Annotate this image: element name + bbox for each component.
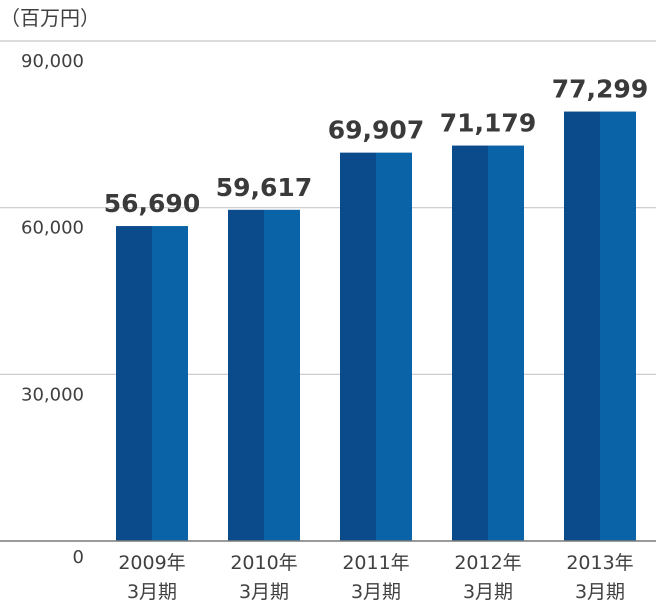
data-label: 69,907	[328, 116, 424, 145]
bar	[452, 145, 524, 542]
bar	[564, 111, 636, 542]
y-tick-label: 30,000	[21, 384, 84, 405]
bar-right-half	[264, 209, 300, 542]
bar-right-half	[600, 111, 636, 542]
bar-right-half	[488, 145, 524, 542]
y-tick-label: 60,000	[21, 218, 84, 239]
data-label: 77,299	[552, 75, 648, 104]
y-tick-label: 90,000	[21, 51, 84, 72]
data-label: 71,179	[440, 109, 536, 138]
y-tick-label: 0	[73, 547, 84, 568]
x-tick-label: 2011年	[342, 552, 409, 574]
bar-left-half	[340, 152, 376, 541]
data-label: 56,690	[104, 189, 200, 218]
bar-right-half	[152, 226, 188, 542]
x-tick-label: 3月期	[463, 581, 513, 603]
bar-left-half	[228, 209, 264, 542]
x-tick-label: 2010年	[230, 552, 297, 574]
x-tick-label: 2012年	[454, 552, 521, 574]
unit-label: （百万円）	[0, 6, 100, 30]
bar	[228, 209, 300, 542]
data-label: 59,617	[216, 173, 312, 202]
bar-left-half	[564, 111, 600, 542]
x-tick-label: 2009年	[118, 552, 185, 574]
x-tick-label: 2013年	[566, 552, 633, 574]
x-tick-label: 3月期	[575, 581, 625, 603]
bar	[116, 226, 188, 542]
bar-right-half	[376, 152, 412, 541]
x-tick-label: 3月期	[239, 581, 289, 603]
bar-left-half	[116, 226, 152, 542]
x-tick-label: 3月期	[127, 581, 177, 603]
x-tick-label: 3月期	[351, 581, 401, 603]
bar-left-half	[452, 145, 488, 542]
bar	[340, 152, 412, 541]
